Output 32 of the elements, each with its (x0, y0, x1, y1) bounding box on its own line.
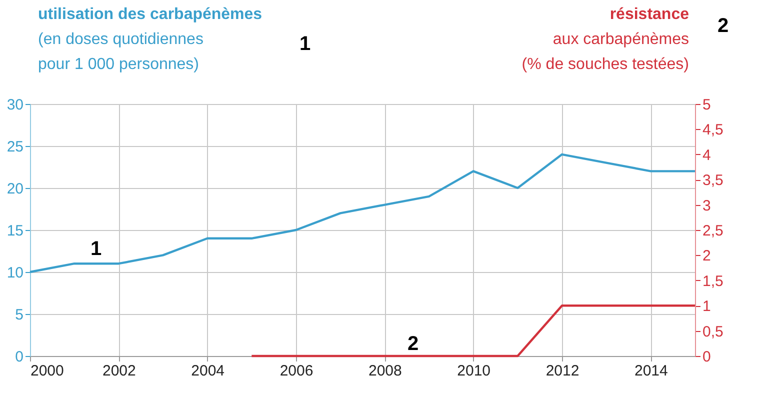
x-tick-label: 2004 (191, 362, 225, 380)
y2-tick-label: 2 (702, 248, 711, 265)
x-tick-label: 2000 (30, 362, 64, 380)
y-tick-label: 30 (6, 96, 24, 114)
annotation: 2 (407, 333, 419, 355)
y2-tick-label: 4,5 (702, 122, 724, 139)
y-tick-label: 15 (6, 222, 24, 240)
annotation: 1 (90, 238, 102, 260)
y-tick-label: 20 (6, 180, 24, 198)
y2-tick-label: 2,5 (702, 222, 724, 240)
y2-tick-label: 1 (702, 298, 711, 316)
y-tick-label: 5 (15, 306, 24, 324)
x-tick-label: 2002 (102, 362, 136, 380)
text: 1 (299, 33, 311, 55)
y2-tick-label: 3 (702, 197, 711, 214)
text: 2 (717, 15, 729, 37)
y2-axis-title: résistance aux carbapénèmes (% de souches testées) (522, 6, 690, 73)
y2-tick-label: 3,5 (702, 172, 724, 190)
x-tick-label: 2014 (634, 362, 668, 380)
y2-tick-label: 5 (702, 96, 711, 114)
y-tick-label: 10 (6, 264, 24, 282)
y-tick-label: 0 (15, 348, 24, 366)
x-tick-label: 2006 (280, 362, 314, 380)
y-tick-label: 25 (6, 138, 24, 156)
y2-tick-label: 4 (702, 146, 711, 164)
y2-tick-label: 1,5 (702, 272, 724, 290)
y2-tick-label: 0,5 (702, 323, 724, 340)
x-tick-label: 2008 (368, 362, 402, 380)
x-tick-label: 2010 (457, 362, 491, 380)
y-axis-title: utilisation des carbapénèmes (en doses quotidiennes pour 1 000 personnes) (38, 6, 262, 73)
y2-tick-label: 0 (702, 348, 711, 366)
x-tick-label: 2012 (546, 362, 580, 380)
